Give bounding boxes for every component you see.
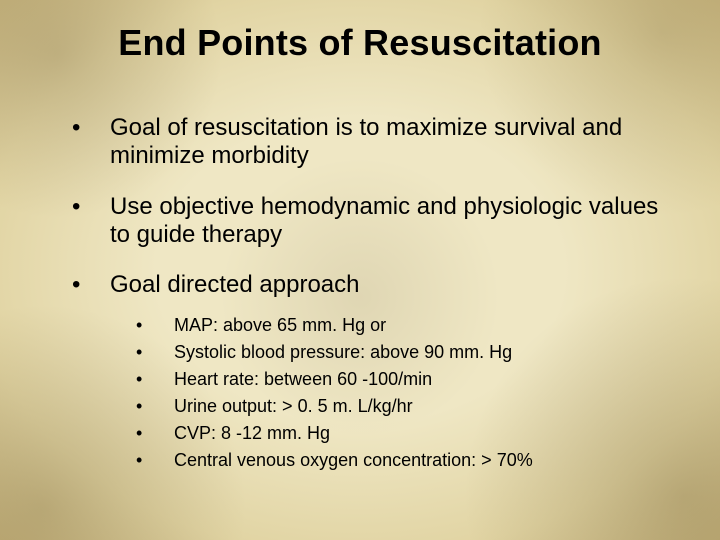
main-bullet-list: Goal of resuscitation is to maximize sur…	[70, 114, 672, 472]
slide: End Points of Resuscitation Goal of resu…	[0, 0, 720, 540]
sub-bullet-item: MAP: above 65 mm. Hg or	[132, 314, 672, 337]
sub-bullet-text: MAP: above 65 mm. Hg or	[174, 315, 386, 335]
slide-body: Goal of resuscitation is to maximize sur…	[70, 114, 672, 494]
bullet-text: Goal of resuscitation is to maximize sur…	[110, 114, 622, 169]
sub-bullet-item: CVP: 8 -12 mm. Hg	[132, 422, 672, 445]
sub-bullet-item: Central venous oxygen concentration: > 7…	[132, 449, 672, 472]
bullet-item: Goal of resuscitation is to maximize sur…	[70, 114, 672, 171]
sub-bullet-text: Heart rate: between 60 -100/min	[174, 369, 432, 389]
bullet-item: Use objective hemodynamic and physiologi…	[70, 193, 672, 250]
slide-title: End Points of Resuscitation	[0, 22, 720, 64]
bullet-text: Goal directed approach	[110, 271, 360, 298]
bullet-item: Goal directed approach MAP: above 65 mm.…	[70, 271, 672, 472]
sub-bullet-text: Systolic blood pressure: above 90 mm. Hg	[174, 342, 512, 362]
bullet-text: Use objective hemodynamic and physiologi…	[110, 193, 658, 248]
sub-bullet-text: Central venous oxygen concentration: > 7…	[174, 450, 533, 470]
sub-bullet-item: Systolic blood pressure: above 90 mm. Hg	[132, 341, 672, 364]
sub-bullet-list: MAP: above 65 mm. Hg or Systolic blood p…	[110, 314, 672, 472]
sub-bullet-text: CVP: 8 -12 mm. Hg	[174, 423, 330, 443]
sub-bullet-item: Urine output: > 0. 5 m. L/kg/hr	[132, 395, 672, 418]
sub-bullet-item: Heart rate: between 60 -100/min	[132, 368, 672, 391]
sub-bullet-text: Urine output: > 0. 5 m. L/kg/hr	[174, 396, 413, 416]
